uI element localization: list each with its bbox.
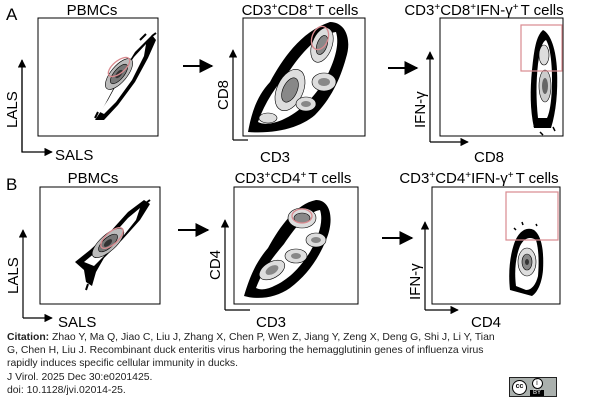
- panel-letter-b: B: [6, 175, 17, 194]
- plot-b1-pbmcs: PBMCs SALS LALS: [5, 170, 161, 330]
- plot-a2-frame: [242, 17, 366, 137]
- plot-a2-events: [248, 22, 349, 133]
- plot-a2-xlabel: CD3: [260, 149, 290, 166]
- citation-doi[interactable]: doi: 10.1128/jvi.02014-25.: [7, 384, 126, 396]
- creative-commons-icon: cc: [512, 379, 527, 395]
- citation-authors: Zhao Y, Ma Q, Jiao C, Liu J, Zhang X, Ch…: [7, 332, 495, 357]
- plot-a2-ylabel: CD8: [215, 80, 232, 110]
- plot-b2-title: CD3+CD4+ T cells: [235, 170, 352, 188]
- plot-b3-xlabel: CD4: [471, 314, 501, 330]
- cc-by-license-badge[interactable]: cc i BY: [509, 377, 557, 397]
- attribution-block: i BY: [530, 378, 545, 396]
- plot-b2-frame: [233, 186, 359, 305]
- flow-cytometry-figure: A PBMCs SALS LALS CD3+CD8+ T cells: [4, 2, 564, 331]
- by-label: BY: [530, 390, 545, 396]
- plot-a1-ylabel: LALS: [4, 91, 21, 128]
- citation-journal: J Virol. 2025 Dec 30:e0201425.: [7, 371, 153, 383]
- plot-a3-frame: [439, 17, 564, 137]
- plot-b1-events: [75, 199, 151, 291]
- plot-a1-pbmcs: PBMCs SALS LALS: [4, 2, 159, 164]
- plot-a1-events: [94, 32, 157, 120]
- panel-letter-a: A: [6, 5, 18, 24]
- plot-a3-ylabel: IFN-γ: [412, 91, 429, 128]
- plot-a3-gate: [520, 24, 563, 72]
- plot-a3-events: [530, 30, 558, 136]
- plot-a1-x-arrow: [21, 60, 53, 157]
- plot-b3-gate: [505, 191, 559, 241]
- plot-b3-cd4-ifng: CD3+CD4+IFN-γ+ T cells CD4 IFN-γ: [399, 170, 561, 330]
- plot-b2-gate: [291, 208, 313, 224]
- plot-b2-ylabel: CD4: [207, 250, 224, 280]
- plot-a2-title: CD3+CD8+ T cells: [242, 2, 359, 20]
- plot-a2-gate: [310, 25, 330, 51]
- plot-b2-xlabel: CD3: [256, 314, 286, 330]
- citation-block: Citation: Zhao Y, Ma Q, Jiao C, Liu J, Z…: [7, 331, 507, 397]
- plot-a2-cd3-cd8: CD3+CD8+ T cells CD3 CD8: [215, 2, 366, 166]
- plot-a1-gate: [107, 56, 131, 78]
- plot-b1-gate: [100, 226, 124, 250]
- plot-a3-title: CD3+CD8+IFN-γ+ T cells: [404, 2, 563, 20]
- plot-a1-xlabel: SALS: [55, 147, 93, 164]
- plot-a1-title: PBMCs: [67, 2, 118, 19]
- citation-title: Recombinant duck enteritis virus harbori…: [7, 345, 484, 370]
- plot-b3-title: CD3+CD4+IFN-γ+ T cells: [399, 170, 558, 188]
- plot-b1-ylabel: LALS: [5, 257, 22, 294]
- plot-b2-events: [244, 200, 331, 298]
- plot-a1-frame: [37, 17, 159, 137]
- plot-b1-title: PBMCs: [68, 170, 119, 187]
- citation-label: Citation:: [7, 332, 50, 343]
- attribution-person-icon: i: [531, 378, 543, 389]
- plot-b2-cd3-cd4: CD3+CD4+ T cells CD3 CD4: [207, 170, 359, 330]
- plot-b3-ylabel: IFN-γ: [407, 263, 424, 300]
- plot-b1-xlabel: SALS: [58, 314, 96, 330]
- plot-a3-cd8-ifng: CD3+CD8+IFN-γ+ T cells CD8 IFN-γ: [404, 2, 563, 167]
- plot-b3-frame: [431, 186, 561, 305]
- plot-b1-frame: [39, 186, 161, 305]
- plot-b3-events: [509, 221, 544, 296]
- plot-a3-xlabel: CD8: [474, 149, 504, 166]
